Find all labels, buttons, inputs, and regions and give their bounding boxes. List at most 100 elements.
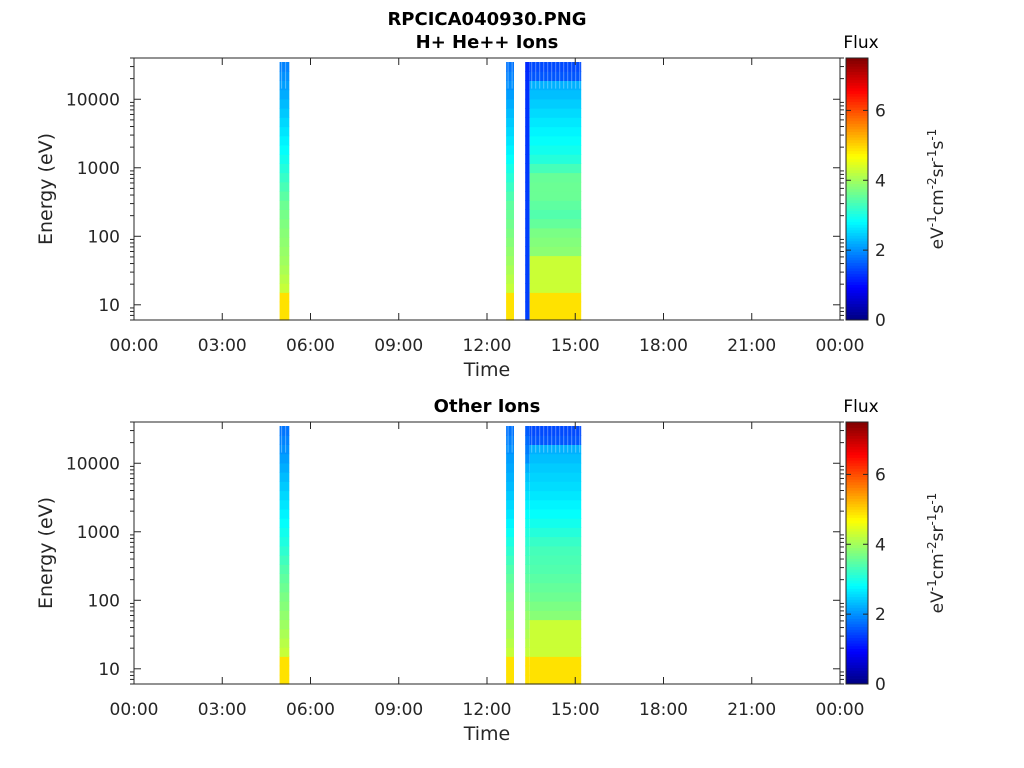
data-cell [506, 564, 514, 574]
data-cell [506, 71, 514, 81]
data-cell [279, 310, 290, 321]
colorbar-swatch [846, 629, 868, 633]
colorbar-swatch [846, 656, 868, 660]
data-cell [525, 499, 530, 510]
data-cell [506, 582, 514, 593]
colorbar-swatch [846, 169, 868, 174]
data-cell [506, 237, 514, 247]
data-cell [529, 227, 582, 238]
data-cell [525, 310, 530, 321]
data-cell [279, 98, 290, 109]
colorbar-swatch [846, 240, 868, 244]
colorbar-swatch [846, 569, 868, 573]
colorbar-swatch [846, 566, 868, 570]
colorbar-swatch [846, 555, 868, 559]
x-tick-label: 21:00 [727, 336, 776, 356]
data-cell [525, 674, 530, 685]
colorbar-swatch [846, 509, 868, 513]
data-cell [525, 508, 530, 519]
colorbar-swatch [846, 553, 868, 557]
data-cell [506, 126, 514, 137]
data-cell [279, 255, 290, 266]
data-cell [279, 481, 290, 492]
y-tick-label: 10 [98, 296, 120, 316]
data-cell [529, 573, 582, 584]
data-cell [525, 255, 530, 266]
colorbar-swatch [846, 208, 868, 212]
data-cell [529, 508, 582, 519]
colorbar-swatch [846, 167, 868, 171]
colorbar-swatch [846, 60, 868, 64]
data-cell [506, 292, 514, 303]
colorbar-swatch [846, 673, 868, 677]
colorbar-swatch [846, 186, 868, 190]
colorbar-swatch [846, 128, 868, 133]
data-cell [279, 135, 290, 146]
colorbar-swatch [846, 563, 868, 568]
data-cell [529, 209, 582, 220]
colorbar-swatch [846, 213, 868, 217]
colorbar-swatch [846, 164, 868, 168]
data-cell [525, 462, 530, 473]
data-cell [506, 108, 514, 118]
colorbar-swatch [846, 675, 868, 679]
colorbar-swatch [846, 90, 868, 94]
colorbar-swatch [846, 637, 868, 641]
data-cell [525, 444, 530, 455]
colorbar-swatch [846, 219, 868, 223]
colorbar-swatch [846, 107, 868, 111]
data-cell [525, 435, 530, 445]
data-cell [279, 246, 290, 257]
colorbar-swatch [846, 284, 868, 288]
colorbar-swatch [846, 175, 868, 179]
colorbar-swatch [846, 648, 868, 652]
data-cell [279, 426, 290, 436]
data-cell [525, 481, 530, 492]
data-cell [525, 98, 530, 109]
colorbar-tick-label: 6 [875, 465, 886, 485]
data-cell [529, 472, 582, 482]
data-cell [279, 200, 290, 210]
data-cell [506, 117, 514, 128]
spectrogram-panel-1: H+ He++ Ions 00:00 03:00 06:00 09:00 12:00 15:… [35, 32, 948, 381]
colorbar-swatch [846, 276, 868, 280]
y-tick-label: 100 [88, 591, 120, 611]
colorbar-swatch [846, 189, 868, 193]
data-cell [525, 200, 530, 210]
data-cell [529, 255, 582, 266]
data-cell [506, 555, 514, 565]
data-cell [279, 117, 290, 128]
colorbar-frame [845, 421, 869, 685]
colorbar-swatch [846, 490, 868, 494]
data-cell [506, 255, 514, 266]
x-tick-label: 00:00 [816, 700, 865, 720]
colorbar-title: Flux [843, 397, 878, 417]
data-cell [529, 246, 582, 257]
colorbar-swatch [846, 580, 868, 584]
data-cell [279, 444, 290, 455]
data-cell [525, 564, 530, 574]
colorbar-swatch [846, 139, 868, 144]
data-cell [506, 62, 514, 72]
colorbar-swatch [846, 640, 868, 644]
panel-title: H+ He++ Ions [416, 32, 559, 53]
colorbar-swatch [846, 645, 868, 649]
colorbar-swatch [846, 232, 868, 236]
data-cell [525, 573, 530, 584]
colorbar-swatch [846, 593, 868, 598]
x-tick-label: 09:00 [374, 700, 423, 720]
colorbar-unit-label: eV-1cm-2sr-1s-1 [925, 129, 948, 250]
colorbar-swatch [846, 602, 868, 606]
colorbar-swatch [846, 522, 868, 527]
colorbar-swatch [846, 574, 868, 578]
data-cell [529, 108, 582, 118]
colorbar-swatch [846, 314, 868, 318]
data-cell [525, 301, 530, 312]
colorbar-swatch [846, 424, 868, 428]
y-tick-label: 10000 [66, 454, 120, 474]
data-cell [279, 209, 290, 220]
colorbar-swatch [846, 613, 868, 617]
x-tick-label: 15:00 [551, 336, 600, 356]
data-block [506, 426, 514, 685]
